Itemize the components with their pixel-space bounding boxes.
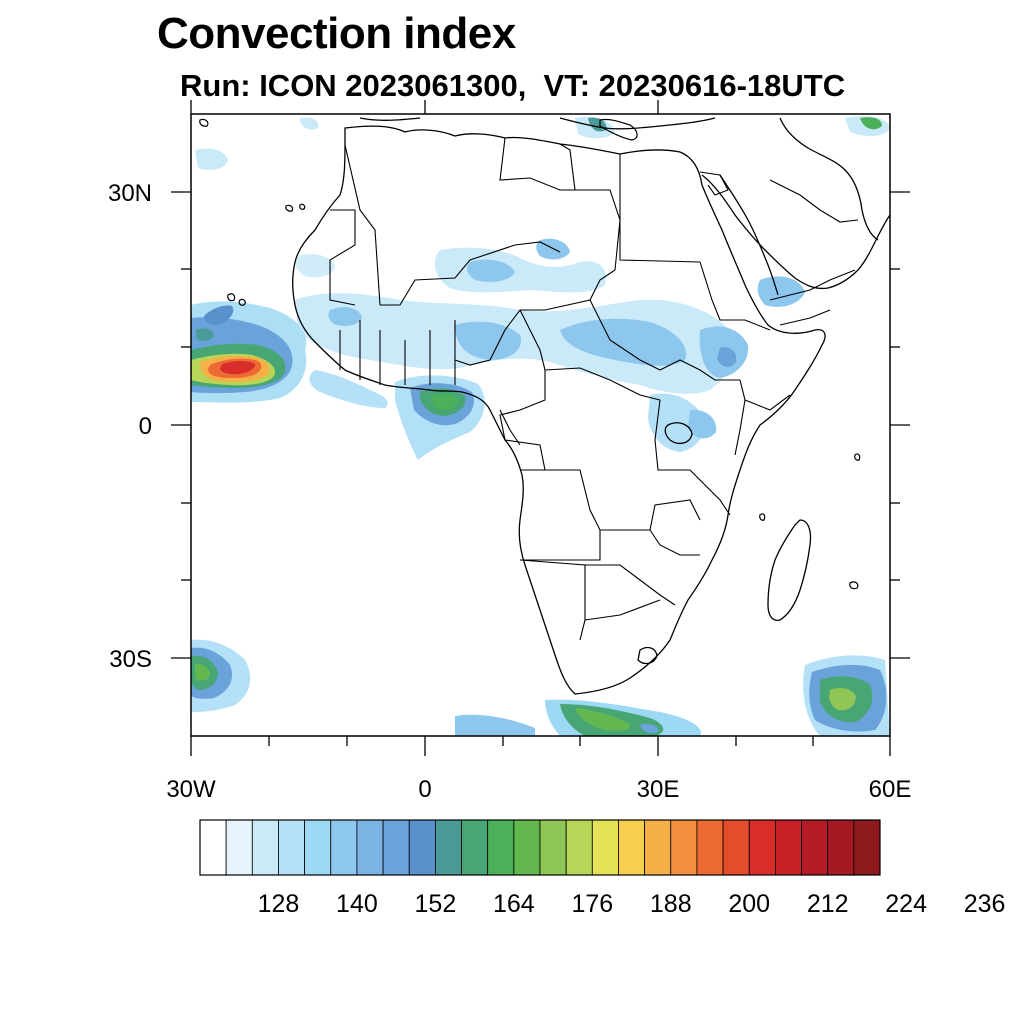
country-borders — [329, 137, 859, 641]
y-tick-label-0: 0 — [139, 413, 152, 440]
colorbar-swatch — [644, 819, 672, 876]
colorbar-swatch — [408, 819, 436, 876]
coastlines-borders — [199, 117, 890, 695]
colorbar-swatch — [748, 819, 776, 876]
colorbar-swatch — [434, 819, 462, 876]
map-subtitle: Run: ICON 2023061300, VT: 20230616-18UTC — [180, 68, 846, 103]
x-tick-label-30w: 30W — [166, 776, 216, 803]
red-sea-coastline — [719, 174, 779, 296]
colorbar-label: 200 — [728, 890, 770, 918]
sahel-convection — [295, 247, 734, 394]
arabian-peninsula-coastline — [701, 174, 890, 290]
colorbar-label: 236 — [964, 890, 1006, 918]
gulf-coastline — [779, 117, 879, 241]
colorbar-label: 164 — [493, 890, 535, 918]
map-title: Convection index — [157, 9, 516, 58]
colorbar-swatch — [565, 819, 593, 876]
gulf-of-guinea-convection — [309, 370, 485, 460]
mediterranean-coastline — [359, 117, 716, 130]
colorbar-swatch — [670, 819, 698, 876]
colorbar-label: 188 — [650, 890, 692, 918]
colorbar-swatch — [199, 819, 227, 876]
colorbar-swatch — [827, 819, 855, 876]
lake-victoria — [664, 422, 693, 445]
north-africa-convection — [195, 116, 890, 170]
colorbar-swatch — [722, 819, 750, 876]
y-tick-label-30n: 30N — [108, 180, 152, 207]
colorbar-swatch — [591, 819, 619, 876]
x-axis-labels: 30W 0 30E 60E — [166, 776, 911, 803]
north-africa-convection-mid — [588, 117, 882, 132]
colorbar-label: 176 — [571, 890, 613, 918]
colorbar-swatch — [487, 819, 515, 876]
africa-coastline — [292, 125, 826, 695]
x-tick-label-60e: 60E — [869, 776, 912, 803]
atlantic-convection-cell — [191, 301, 307, 403]
colorbar-label: 152 — [415, 890, 457, 918]
colorbar-swatch — [853, 819, 881, 876]
colorbar-label: 140 — [336, 890, 378, 918]
colorbar-swatch — [801, 819, 829, 876]
islands — [199, 118, 861, 590]
x-tick-label-30e: 30E — [637, 776, 680, 803]
colorbar-swatch — [539, 819, 567, 876]
colorbar-swatch — [696, 819, 724, 876]
colorbar-swatch — [304, 819, 332, 876]
colorbar-swatch — [513, 819, 541, 876]
colorbar-swatch — [330, 819, 358, 876]
colorbar-swatch — [618, 819, 646, 876]
colorbar-label: 224 — [885, 890, 927, 918]
indian-ocean-convection — [803, 655, 890, 736]
colorbar-swatch — [278, 819, 306, 876]
colorbar — [199, 819, 881, 876]
colorbar-label: 128 — [258, 890, 300, 918]
south-atlantic-convection — [191, 639, 251, 712]
colorbar-swatch — [774, 819, 802, 876]
colorbar-swatch — [225, 819, 253, 876]
tick-marks — [171, 100, 910, 756]
y-axis-labels: 30N 0 30S — [108, 180, 152, 673]
colorbar-swatch — [251, 819, 279, 876]
colorbar-label: 212 — [807, 890, 849, 918]
x-tick-label-0: 0 — [418, 776, 431, 803]
y-tick-label-30s: 30S — [109, 646, 152, 673]
plot-frame — [190, 113, 891, 737]
madagascar-coastline — [767, 519, 812, 621]
colorbar-frame — [199, 819, 881, 876]
south-of-africa-convection — [455, 699, 701, 736]
colorbar-swatch — [461, 819, 489, 876]
convection-field — [191, 116, 890, 736]
colorbar-labels: 128 140 152 164 176 188 200 212 224 236 — [258, 890, 1006, 918]
lesotho-border — [637, 646, 658, 665]
colorbar-swatch — [356, 819, 384, 876]
colorbar-swatch — [382, 819, 410, 876]
